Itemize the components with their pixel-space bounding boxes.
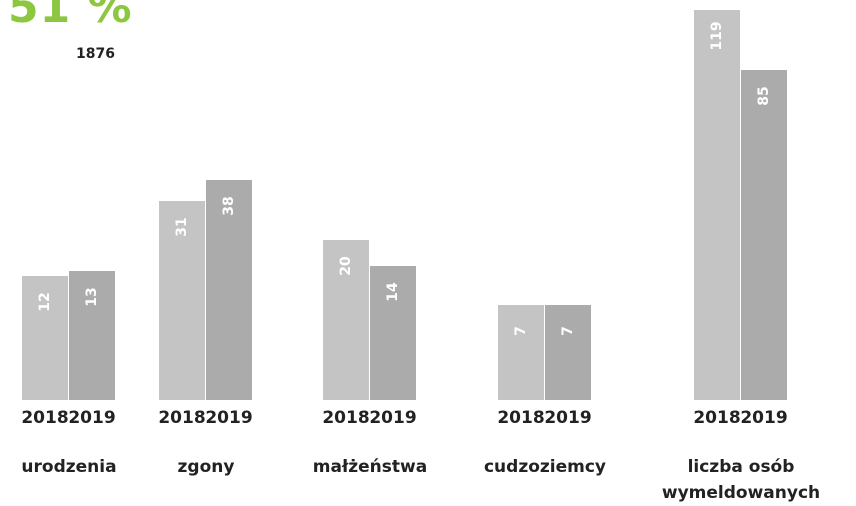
category-label: urodzenia — [21, 457, 117, 477]
series-label: 2018 — [158, 408, 206, 428]
series-label: 2018 — [693, 408, 741, 428]
value-label: 7 — [513, 326, 529, 337]
bar — [370, 266, 416, 400]
value-label: 13 — [84, 287, 100, 307]
value-label: 119 — [709, 21, 725, 51]
category-label: zgony — [177, 457, 235, 477]
value-label: 12 — [37, 292, 53, 312]
value-label: 14 — [385, 282, 401, 302]
series-label: 2019 — [369, 408, 417, 428]
series-label: 2018 — [322, 408, 370, 428]
series-label: 2018 — [497, 408, 545, 428]
headline: 51 % — [8, 0, 133, 33]
category-label: cudzoziemcy — [483, 457, 607, 477]
value-label: 85 — [756, 86, 772, 107]
value-label: 31 — [174, 217, 190, 237]
series-label: 2019 — [544, 408, 592, 428]
count: 1876 — [76, 46, 115, 62]
category-label: małżeństwa — [312, 457, 428, 477]
bar — [206, 179, 252, 400]
bar — [694, 10, 740, 400]
value-label: 20 — [338, 256, 354, 276]
category-label: liczba osób wymeldowanych — [661, 457, 821, 503]
bar — [545, 305, 591, 400]
bar — [498, 305, 544, 400]
bar — [159, 200, 205, 400]
series-label: 2019 — [740, 408, 788, 428]
series-label: 2019 — [205, 408, 253, 428]
value-label: 38 — [221, 195, 237, 216]
bar — [741, 70, 787, 400]
bar — [69, 271, 115, 400]
bar — [323, 240, 369, 400]
value-label: 7 — [560, 326, 576, 337]
bar — [22, 276, 68, 400]
series-label: 2018 — [21, 408, 69, 428]
series-label: 2019 — [68, 408, 116, 428]
